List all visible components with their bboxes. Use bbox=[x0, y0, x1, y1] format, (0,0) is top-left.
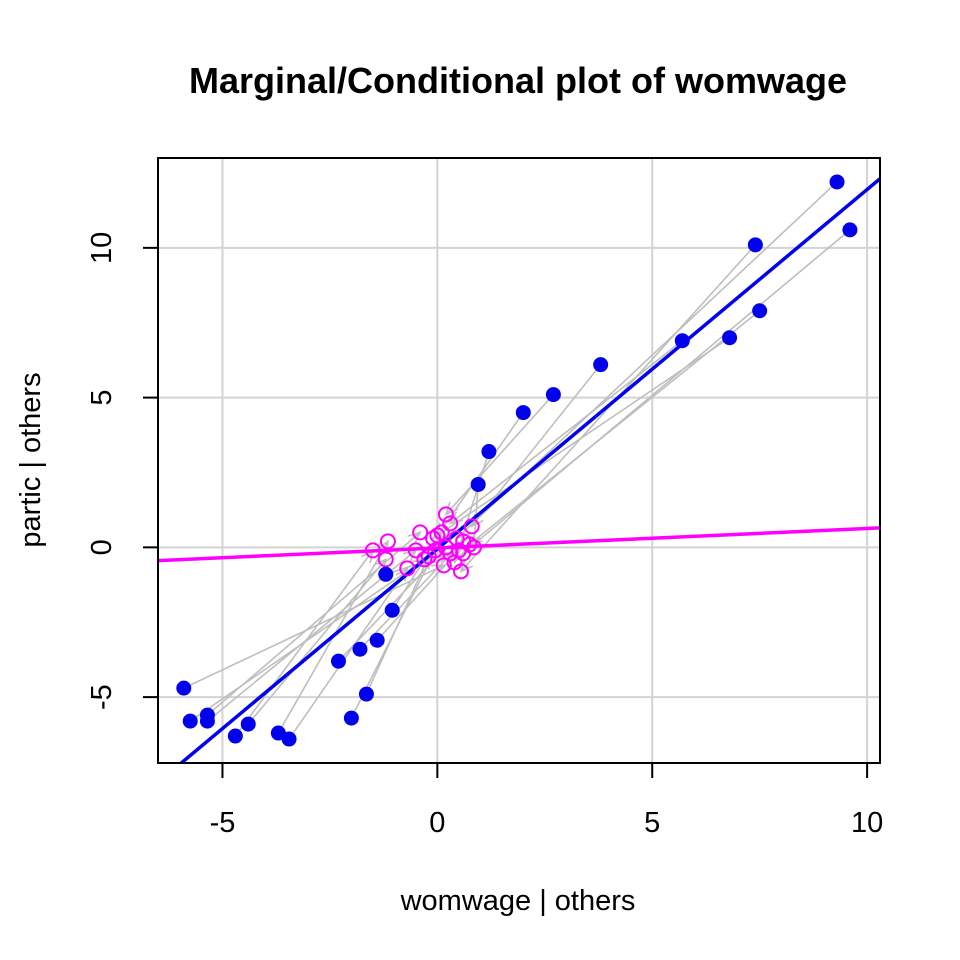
regression-lines bbox=[158, 177, 880, 763]
conditional-point bbox=[437, 506, 454, 523]
marginal-point bbox=[747, 237, 763, 253]
y-axis-label: partic | others bbox=[15, 372, 47, 547]
conditional-point bbox=[379, 533, 396, 550]
y-tick-label: 5 bbox=[86, 390, 118, 406]
marginal-point bbox=[481, 444, 497, 460]
conditional-regression-line bbox=[158, 526, 880, 563]
x-tick-label: 5 bbox=[644, 807, 660, 839]
plot-frame bbox=[157, 157, 881, 764]
arrow-shaft bbox=[288, 567, 408, 740]
arrow-shaft bbox=[462, 229, 851, 554]
marginal-point bbox=[470, 476, 486, 492]
conditional-point bbox=[463, 518, 480, 535]
y-tick-label: 0 bbox=[86, 539, 118, 555]
arrow-shaft bbox=[376, 549, 460, 641]
y-tick-label: -5 bbox=[86, 684, 118, 710]
conditional-point bbox=[455, 533, 472, 550]
arrow-shaft bbox=[234, 549, 374, 737]
x-axis-label: womwage | others bbox=[400, 885, 636, 917]
conditional-point bbox=[399, 560, 416, 577]
marginal-point bbox=[384, 602, 400, 618]
marginal-point bbox=[176, 680, 192, 696]
arrow-shaft bbox=[471, 364, 602, 527]
arrows bbox=[183, 181, 851, 740]
arrow-shaft bbox=[436, 412, 524, 536]
marginal-point bbox=[674, 333, 690, 349]
arrow-shaft bbox=[183, 564, 445, 689]
marginal-point bbox=[515, 405, 531, 421]
y-tick-label: 10 bbox=[86, 232, 118, 264]
x-tick-label: 10 bbox=[851, 807, 883, 839]
conditional-point bbox=[364, 542, 381, 559]
conditional-point bbox=[437, 539, 454, 556]
marginal-point bbox=[722, 330, 738, 346]
marginal-point bbox=[352, 641, 368, 657]
points bbox=[176, 174, 858, 747]
conditional-point bbox=[435, 557, 452, 574]
grid bbox=[158, 158, 880, 763]
arrow-shaft bbox=[445, 394, 554, 515]
x-axis: -5 0 5 10 bbox=[210, 763, 883, 839]
marginal-point bbox=[752, 303, 768, 319]
arrow-shaft bbox=[449, 340, 683, 525]
arrow-head bbox=[430, 564, 446, 576]
marginal-point bbox=[378, 566, 394, 582]
marginal-point bbox=[227, 728, 243, 744]
conditional-point bbox=[377, 551, 394, 568]
y-axis: -5 0 5 10 bbox=[86, 232, 158, 710]
arrow-head bbox=[407, 531, 422, 545]
conditional-point bbox=[429, 527, 446, 544]
arrow-shaft bbox=[432, 337, 731, 540]
marginal-point bbox=[593, 357, 609, 373]
arrow-head bbox=[448, 511, 464, 525]
marginal-point bbox=[829, 174, 845, 190]
marginal-point bbox=[199, 713, 215, 729]
marginal-point bbox=[182, 713, 198, 729]
marginal-point bbox=[281, 731, 297, 747]
marginal-point bbox=[240, 716, 256, 732]
conditional-point bbox=[433, 524, 450, 541]
marginal-point bbox=[343, 710, 359, 726]
x-tick-label: 0 bbox=[429, 807, 445, 839]
marginal-point bbox=[369, 632, 385, 648]
marginal-point bbox=[842, 222, 858, 238]
x-tick-label: -5 bbox=[210, 807, 236, 839]
arrow-shaft bbox=[206, 531, 421, 716]
conditional-point bbox=[416, 551, 433, 568]
arrow-head bbox=[459, 558, 474, 573]
conditional-point bbox=[442, 515, 459, 532]
conditional-point bbox=[427, 542, 444, 559]
conditional-point bbox=[407, 542, 424, 559]
marginal-point bbox=[545, 387, 561, 403]
conditional-point bbox=[412, 524, 429, 541]
chart-title: Marginal/Conditional plot of womwage bbox=[189, 60, 847, 101]
marginal-point bbox=[358, 686, 374, 702]
marginal-regression-line bbox=[178, 177, 880, 763]
marginal-point bbox=[331, 653, 346, 669]
